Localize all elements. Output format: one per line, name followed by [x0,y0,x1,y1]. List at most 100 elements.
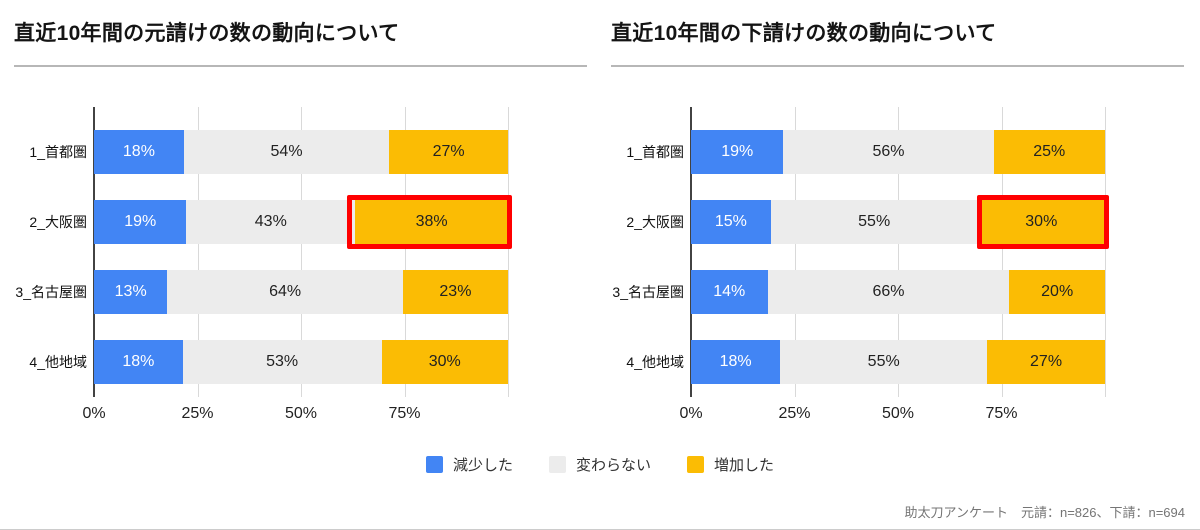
x-tick-label: 0% [82,405,106,422]
legend-item: 変わらない [548,454,651,475]
bar-value-label: 64% [269,283,302,300]
bar-segment: 18% [94,340,183,384]
legend-label: 増加した [714,457,775,474]
chart-area: 1_首都圏 18% 54% 27% 2_大阪圏 19% 43% 38% 3_名古屋圏 13% 64%… [14,107,512,427]
bar-value-label: 55% [867,353,900,370]
bar-value-label: 56% [872,143,905,160]
gridline-25 [197,107,199,397]
bar-segment: 13% [94,270,168,314]
gridline-75 [1001,107,1003,397]
bar-segment: 19% [94,200,187,244]
x-tick-label: 50% [881,405,915,422]
category-label: 1_首都圏 [29,144,87,160]
chart-panel-motouke: 直近10年間の元請けの数の動向について 1_首都圏 18% 54% 27% 2_大阪圏 1… [14,14,587,427]
bar-value-label: 55% [858,213,891,230]
x-tick-label: 75% [985,405,1018,422]
bar-value-label: 13% [114,283,147,300]
bar-segment: 27% [389,130,508,174]
bar-segment: 53% [182,340,382,384]
gridline-100 [508,107,509,397]
legend-item: 増加した [687,454,774,475]
bar-segment: 38% [355,200,508,244]
bar-value-label: 19% [721,143,754,160]
title-divider [611,65,1184,67]
grid-overlay [93,107,509,397]
bar-segment: 23% [402,270,508,314]
bar-value-label: 23% [439,283,472,300]
bar-row: 2_大阪圏 19% 43% 38% [29,195,512,249]
bar-value-label: 18% [122,143,155,160]
category-label: 1_首都圏 [626,144,684,160]
bar-segment: 27% [987,340,1105,384]
bar-value-label: 18% [122,353,155,370]
category-label: 4_他地域 [626,354,684,370]
source-note: 助太刀アンケート 元請：n=826、下請：n=694 [904,505,1185,520]
x-tick-label: 25% [181,405,214,422]
category-label: 3_名古屋圏 [15,284,87,300]
y-axis-line [93,107,95,397]
x-tick-label: 75% [388,405,421,422]
chart-title: 直近10年間の下請けの数の動向について [611,22,997,45]
bar-segment: 15% [691,200,771,244]
bar-row: 1_首都圏 18% 54% 27% [29,130,508,174]
grid-overlay [690,107,1106,397]
legend-label: 変わらない [575,457,651,474]
bar-segment: 55% [780,340,988,384]
gridline-50 [898,107,899,397]
bar-value-label: 30% [428,353,461,370]
bar-segment: 14% [691,270,768,314]
bar-row: 4_他地域 18% 53% 30% [29,340,508,384]
bar-segment: 43% [186,200,356,244]
bar-value-label: 18% [719,353,752,370]
gridline-75 [404,107,406,397]
bar-segment: 66% [767,270,1010,314]
bar-row: 3_名古屋圏 13% 64% 23% [15,270,508,314]
bar-segment: 19% [691,130,784,174]
bar-segment: 18% [94,130,184,174]
bar-value-label: 27% [432,143,465,160]
legend-item: 減少した [425,454,513,475]
category-label: 2_大阪圏 [29,214,87,230]
bar-value-label: 25% [1033,143,1066,160]
bar-value-label: 14% [713,283,746,300]
y-axis-line [690,107,692,397]
bar-segment: 20% [1009,270,1105,314]
bar-segment: 30% [381,340,508,384]
bar-segment: 18% [691,340,781,384]
bar-segment: 55% [770,200,978,244]
bar-value-label: 19% [124,213,157,230]
plot: 1_首都圏 18% 54% 27% 2_大阪圏 19% 43% 38% 3_名古屋圏 13% 64%… [15,107,512,397]
x-tick-label: 50% [284,405,318,422]
gridline-25 [794,107,796,397]
plot: 1_首都圏 19% 56% 25% 2_大阪圏 15% 55% 30% 3_名古屋圏 14% 66%… [612,107,1109,397]
x-tick-label: 0% [679,405,703,422]
bar-row: 4_他地域 18% 55% 27% [626,340,1105,384]
highlight-red-box [976,195,1109,249]
highlight-red-box [346,195,512,249]
bar-value-label: 20% [1041,283,1074,300]
bar-row: 2_大阪圏 15% 55% 30% [626,195,1109,249]
x-axis: 0% 25% 50% 75% [82,405,508,427]
chart-area: 1_首都圏 19% 56% 25% 2_大阪圏 15% 55% 30% 3_名古屋圏 14% 66%… [611,107,1109,427]
category-label: 3_名古屋圏 [612,284,684,300]
gridline-100 [1105,107,1106,397]
bar-value-label: 27% [1030,353,1063,370]
chart-panel-shitauke: 直近10年間の下請けの数の動向について 1_首都圏 19% 56% 25% 2_大阪圏 1… [611,14,1184,427]
bar-value-label: 15% [714,213,747,230]
gridline-50 [301,107,302,397]
chart-title: 直近10年間の元請けの数の動向について [14,22,400,45]
legend-swatch-icon [687,456,704,473]
bar-segment: 54% [183,130,390,174]
bar-segment: 64% [167,270,403,314]
x-tick-label: 25% [778,405,811,422]
bar-value-label: 38% [415,213,448,230]
bar-value-label: 53% [266,353,299,370]
bar-row: 1_首都圏 19% 56% 25% [626,130,1106,174]
bar-value-label: 30% [1025,213,1058,230]
charts-row: 直近10年間の元請けの数の動向について 1_首都圏 18% 54% 27% 2_大阪圏 1… [14,14,1184,427]
bar-value-label: 43% [254,213,287,230]
category-label: 4_他地域 [29,354,87,370]
legend-swatch-icon [425,456,443,473]
legend: 減少した 変わらない 増加した [0,454,1200,475]
legend-swatch-icon [548,456,566,473]
